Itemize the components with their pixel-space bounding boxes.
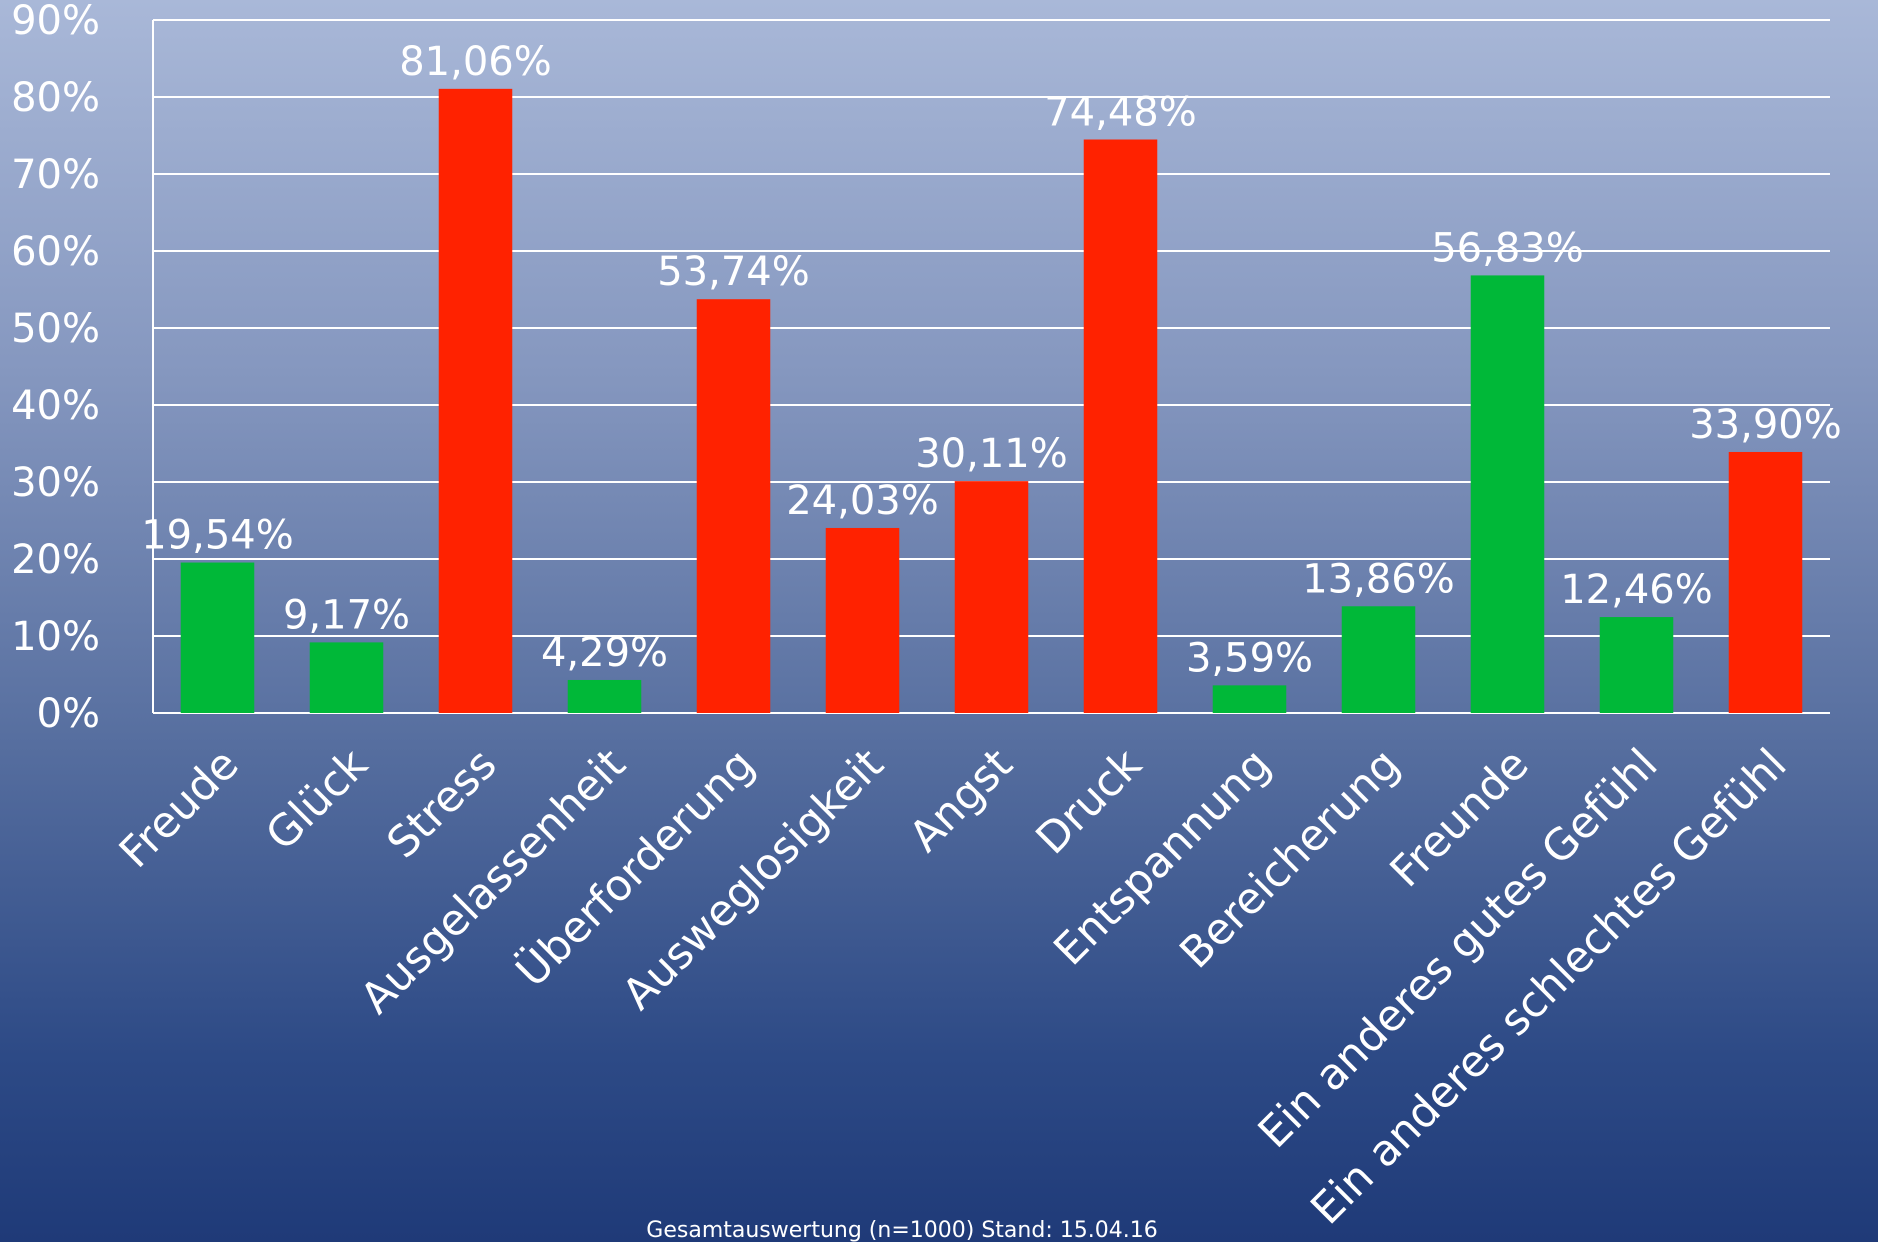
bar	[309, 642, 384, 713]
footnote: Gesamtauswertung (n=1000) Stand: 15.04.1…	[646, 1218, 1157, 1242]
data-label: 19,54%	[141, 513, 294, 559]
data-label: 3,59%	[1186, 635, 1313, 681]
data-label: 4,29%	[541, 630, 668, 676]
bar	[1341, 606, 1416, 713]
bar	[1728, 451, 1803, 713]
data-label: 56,83%	[1431, 225, 1584, 271]
data-label: 24,03%	[786, 478, 939, 524]
category-label: Ein anderes schlechtes Gefühl	[1302, 739, 1797, 1234]
category-label: Überforderung	[506, 739, 764, 997]
y-tick-label: 10%	[11, 614, 100, 660]
data-label: 12,46%	[1560, 567, 1713, 613]
data-label: 53,74%	[657, 249, 810, 295]
y-tick-label: 40%	[11, 383, 100, 429]
y-tick-label: 90%	[11, 0, 100, 44]
y-tick-label: 60%	[11, 229, 100, 275]
bar	[1470, 275, 1545, 713]
bar	[1212, 685, 1287, 713]
category-label: Druck	[1027, 739, 1152, 864]
data-label: 74,48%	[1044, 90, 1197, 136]
data-label: 81,06%	[399, 39, 552, 85]
bars	[180, 88, 1803, 713]
y-tick-label: 70%	[11, 152, 100, 198]
category-label: Freude	[110, 739, 248, 877]
y-tick-label: 0%	[37, 691, 100, 737]
category-label: Glück	[257, 739, 378, 860]
y-tick-label: 50%	[11, 306, 100, 352]
y-tick-label: 20%	[11, 537, 100, 583]
y-tick-label: 80%	[11, 75, 100, 121]
bar	[1083, 139, 1158, 713]
bar	[1599, 617, 1674, 713]
data-label: 30,11%	[915, 431, 1068, 477]
bar	[438, 88, 513, 713]
bar	[954, 481, 1029, 713]
data-label: 13,86%	[1302, 556, 1455, 602]
bar	[567, 679, 642, 713]
category-label: Bereicherung	[1171, 739, 1410, 978]
data-label: 9,17%	[283, 592, 410, 638]
category-label: Stress	[378, 739, 507, 868]
bar	[825, 527, 900, 713]
y-tick-label: 30%	[11, 460, 100, 506]
y-axis-ticks: 0% 10% 20% 30% 40% 50% 60% 70% 80% 90%	[11, 0, 100, 737]
category-labels: Freude Glück StressAusgelassenheitÜberford…	[110, 739, 1796, 1235]
data-label: 33,90%	[1689, 402, 1842, 448]
bar	[696, 299, 771, 713]
gridlines	[153, 19, 1830, 714]
bar	[180, 562, 255, 713]
category-label: Angst	[900, 739, 1022, 861]
value-labels: 19,54% 9,17% 81,06% 4,29% 53,74% 24,03%30,11%…	[141, 39, 1842, 682]
